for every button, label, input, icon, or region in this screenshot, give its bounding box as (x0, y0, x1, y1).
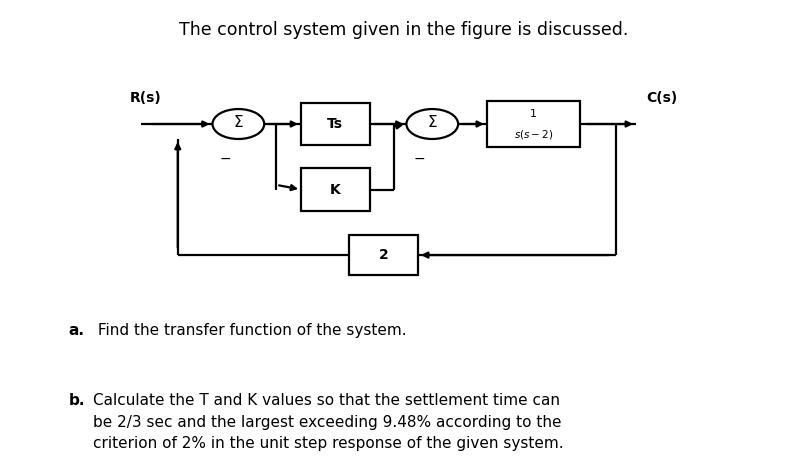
Bar (301, 168, 370, 211)
Bar (349, 235, 419, 275)
Text: $-$: $-$ (413, 151, 426, 165)
Text: Ts: Ts (327, 117, 343, 131)
Text: a.: a. (69, 323, 85, 338)
Text: 1: 1 (530, 109, 537, 119)
Text: $\Sigma$: $\Sigma$ (427, 114, 438, 130)
Text: b.: b. (69, 393, 85, 408)
Text: 2: 2 (379, 248, 389, 262)
Text: R(s): R(s) (129, 91, 161, 105)
Text: $\Sigma$: $\Sigma$ (233, 114, 244, 130)
Text: Find the transfer function of the system.: Find the transfer function of the system… (93, 323, 406, 338)
Bar (301, 103, 370, 145)
Text: C(s): C(s) (646, 91, 678, 105)
Bar (486, 101, 580, 147)
Text: K: K (330, 183, 341, 197)
Text: $-$: $-$ (219, 151, 232, 165)
Text: Calculate the T and K values so that the settlement time can
be 2/3 sec and the : Calculate the T and K values so that the… (93, 393, 563, 451)
Text: The control system given in the figure is discussed.: The control system given in the figure i… (179, 21, 629, 39)
Text: $s(s-2)$: $s(s-2)$ (514, 128, 553, 141)
